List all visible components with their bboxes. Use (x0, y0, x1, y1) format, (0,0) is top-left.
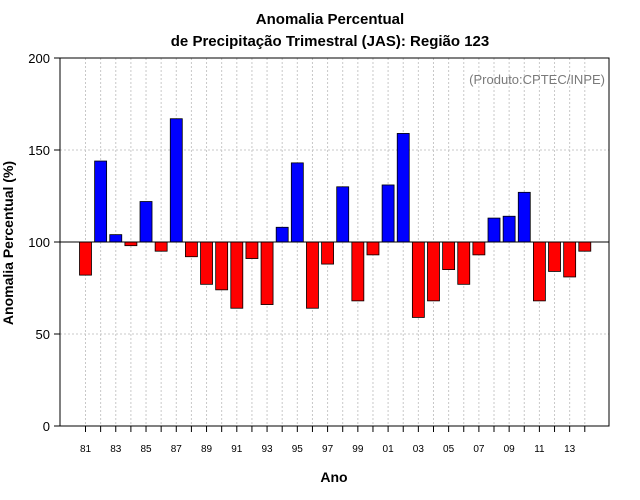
bar-86 (154, 241, 168, 252)
bar-99 (351, 241, 365, 302)
y-tick-label: 100 (28, 235, 50, 250)
bar-94 (275, 226, 289, 243)
x-tick-label: 87 (171, 444, 183, 455)
bar-13 (563, 241, 577, 278)
y-tick-label: 150 (28, 143, 50, 158)
bar-11 (533, 241, 546, 302)
y-tick-label: 50 (36, 327, 50, 342)
bar-14 (578, 241, 592, 252)
x-tick-label: 09 (504, 444, 516, 455)
x-tick-label: 01 (383, 444, 395, 455)
bar-03 (411, 241, 425, 318)
bar-84 (124, 241, 138, 247)
x-tick-label: 89 (201, 444, 213, 455)
credit-text: (Produto:CPTEC/INPE) (469, 72, 605, 87)
bar-layer (79, 118, 592, 318)
x-tick-label: 05 (443, 444, 455, 455)
bar-93 (260, 241, 274, 305)
bar-04 (427, 241, 440, 302)
x-tick-label: 85 (140, 444, 152, 455)
bar-87 (169, 118, 183, 243)
bar-89 (200, 241, 213, 285)
x-tick-label: 97 (322, 444, 334, 455)
chart-title-line1: Anomalia Percentual (256, 11, 404, 28)
bar-10 (517, 191, 531, 243)
bar-01 (381, 184, 395, 243)
bar-85 (139, 201, 153, 243)
bar-05 (442, 241, 456, 271)
x-tick-label: 03 (413, 444, 425, 455)
bar-95 (290, 162, 304, 243)
x-tick-label: 81 (80, 444, 92, 455)
bar-12 (548, 241, 561, 272)
x-axis-label: Ano (320, 469, 347, 485)
bar-08 (487, 217, 501, 243)
bar-88 (185, 241, 198, 258)
x-tick-label: 83 (110, 444, 122, 455)
bar-96 (306, 241, 319, 309)
bar-92 (245, 241, 259, 259)
x-tick-label: 99 (352, 444, 364, 455)
x-tick-label: 07 (473, 444, 485, 455)
x-tick-label: 13 (564, 444, 576, 455)
bar-98 (336, 186, 350, 243)
y-axis: 0 50 100 150 200 (28, 51, 60, 434)
y-axis-label: Anomalia Percentual (%) (0, 161, 16, 325)
x-axis: 81 83 85 87 89 91 93 95 97 99 01 03 05 07 09 11 13 (80, 426, 586, 455)
y-tick-label: 200 (28, 51, 50, 66)
bar-02 (396, 133, 410, 243)
x-tick-label: 11 (534, 444, 545, 455)
bar-83 (109, 234, 123, 243)
y-tick-label: 0 (43, 419, 50, 434)
bar-00 (366, 241, 380, 256)
bar-90 (215, 241, 229, 291)
bar-91 (230, 241, 244, 309)
chart-title-line2: de Precipitação Trimestral (JAS): Região… (171, 33, 489, 50)
bar-81 (79, 241, 92, 276)
x-tick-label: 95 (292, 444, 304, 455)
bar-07 (472, 241, 486, 256)
x-tick-label: 91 (231, 444, 243, 455)
bar-82 (94, 160, 108, 243)
bar-06 (457, 241, 471, 285)
bar-97 (321, 241, 334, 265)
bar-09 (502, 215, 516, 243)
x-tick-label: 93 (261, 444, 273, 455)
